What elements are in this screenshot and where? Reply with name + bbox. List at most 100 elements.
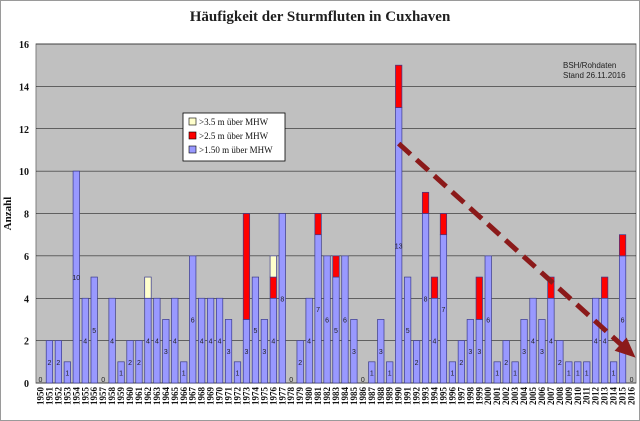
data-label: 6 — [343, 317, 347, 324]
y-tick-label: 2 — [24, 337, 29, 348]
x-tick-label: 1957 — [98, 387, 108, 406]
y-tick-label: 8 — [24, 210, 29, 221]
data-label: 2 — [56, 360, 60, 367]
bar-segment — [565, 361, 573, 384]
x-tick-label: 2004 — [519, 387, 529, 406]
bar-segment — [520, 319, 528, 384]
bar-segment — [332, 255, 340, 278]
x-tick-label: 1964 — [161, 387, 171, 406]
legend-label: >3.5 m über MHW — [199, 117, 269, 127]
bar-segment — [233, 361, 242, 384]
y-tick-label: 12 — [19, 125, 29, 136]
x-tick-label: 1968 — [197, 387, 207, 406]
x-tick-label: 1953 — [62, 387, 72, 406]
data-label: 8 — [424, 296, 428, 303]
x-tick-label: 1994 — [430, 387, 440, 406]
x-tick-label: 1976 — [268, 387, 278, 406]
data-label: 4 — [110, 339, 114, 346]
x-tick-label: 1990 — [394, 387, 404, 406]
bar-segment — [144, 276, 152, 299]
bar-segment — [251, 276, 259, 384]
bar-segment — [421, 191, 430, 214]
bar-segment — [72, 170, 80, 384]
data-label: 1 — [612, 370, 616, 377]
x-tick-label: 1975 — [259, 387, 269, 406]
bar-segment — [475, 276, 483, 320]
x-tick-label: 1977 — [277, 387, 287, 406]
x-tick-label: 2005 — [528, 387, 538, 406]
data-label: 5 — [406, 328, 410, 335]
x-tick-label: 2016 — [627, 387, 637, 406]
legend-label: >1.50 m über MHW — [199, 145, 273, 155]
bar-segment — [117, 361, 125, 384]
bar-segment — [45, 340, 54, 384]
bar-segment — [511, 361, 519, 384]
y-tick-label: 10 — [19, 167, 29, 178]
bar-segment — [610, 361, 618, 384]
source-note: Stand 26.11.2016 — [563, 71, 626, 80]
data-label: 4 — [603, 339, 607, 346]
y-tick-label: 16 — [19, 40, 29, 51]
x-tick-label: 1996 — [447, 387, 457, 406]
bar-segment — [81, 297, 89, 384]
bar-segment — [386, 361, 394, 384]
bar-segment — [269, 255, 277, 278]
data-label: 1 — [450, 370, 454, 377]
x-tick-label: 1993 — [421, 387, 431, 406]
x-tick-label: 2000 — [483, 387, 493, 406]
x-tick-label: 2015 — [618, 387, 628, 406]
data-label: 1 — [182, 370, 186, 377]
x-tick-label: 2003 — [510, 387, 520, 406]
bar-segment — [538, 319, 546, 384]
x-tick-label: 1986 — [358, 387, 368, 406]
bar-segment — [413, 340, 421, 384]
bar-segment — [153, 297, 161, 384]
bar-segment — [54, 340, 62, 384]
data-label: 4 — [531, 339, 535, 346]
x-tick-label: 1979 — [295, 387, 305, 406]
bar-segment — [198, 297, 206, 384]
legend-box — [182, 112, 286, 162]
x-tick-label: 2008 — [555, 387, 565, 406]
data-label: 3 — [227, 349, 231, 356]
data-label: 5 — [253, 328, 257, 335]
x-tick-label: 2013 — [600, 387, 610, 406]
x-tick-label: 1962 — [143, 387, 153, 406]
data-label: 1 — [119, 370, 123, 377]
x-tick-label: 1951 — [44, 387, 54, 406]
bar-segment — [296, 340, 304, 384]
x-tick-label: 1981 — [313, 387, 323, 406]
bar-segment — [162, 319, 170, 384]
data-label: 1 — [495, 370, 499, 377]
bar-segment — [484, 255, 492, 384]
data-label: 3 — [522, 349, 526, 356]
bar-segment — [108, 297, 116, 384]
bar-segment — [377, 319, 385, 384]
bar-segment — [305, 297, 313, 384]
trend-arrow-shaft — [397, 141, 625, 348]
x-tick-label: 1989 — [385, 387, 395, 406]
bar-segment — [180, 361, 188, 384]
x-tick-label: 1988 — [376, 387, 386, 406]
data-label: 7 — [442, 307, 446, 314]
bar-segment — [592, 297, 600, 384]
data-label: 3 — [468, 349, 472, 356]
x-tick-label: 1950 — [35, 387, 45, 406]
legend-swatch — [188, 145, 197, 154]
source-note: BSH/Rohdaten — [563, 61, 616, 70]
x-tick-label: 2012 — [591, 387, 601, 406]
data-label: 3 — [379, 349, 383, 356]
data-label: 2 — [558, 360, 562, 367]
x-tick-label: 2010 — [573, 387, 583, 406]
bar-segment — [439, 213, 448, 236]
data-label: 2 — [137, 360, 141, 367]
x-tick-label: 1982 — [322, 387, 332, 406]
data-label: 5 — [334, 328, 338, 335]
bar-segment — [448, 361, 456, 384]
x-tick-label: 1955 — [80, 387, 90, 406]
bar-segment — [574, 361, 582, 384]
y-tick-label: 4 — [24, 294, 29, 305]
data-label: 4 — [83, 339, 87, 346]
data-label: 10 — [72, 275, 80, 282]
